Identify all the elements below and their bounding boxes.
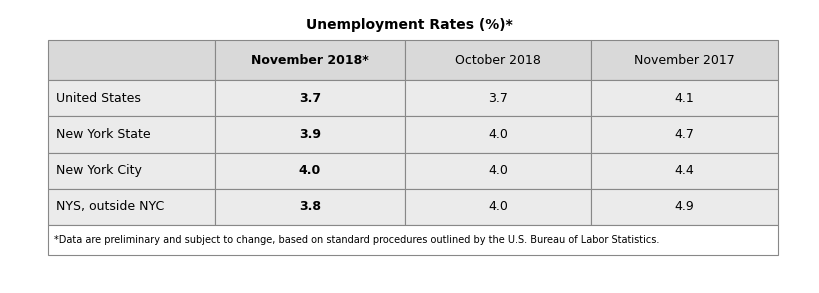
Text: New York City: New York City [56,164,142,177]
Bar [405,189,591,225]
Text: NYS, outside NYC: NYS, outside NYC [56,200,165,213]
Text: November 2018*: November 2018* [251,54,369,67]
Text: 3.8: 3.8 [299,200,321,213]
Text: 3.7: 3.7 [488,92,508,105]
Text: 4.0: 4.0 [488,164,508,177]
Text: New York State: New York State [56,128,151,141]
Text: 4.9: 4.9 [675,200,695,213]
Bar [48,152,215,189]
Bar [591,189,778,225]
Bar [48,189,215,225]
Bar [405,80,591,116]
Bar [215,40,405,80]
Text: United States: United States [56,92,141,105]
Bar [405,152,591,189]
Bar [48,40,215,80]
Text: November 2017: November 2017 [634,54,735,67]
Bar [215,152,405,189]
Text: 4.0: 4.0 [488,200,508,213]
Text: 4.7: 4.7 [675,128,695,141]
Bar [215,80,405,116]
Text: 3.7: 3.7 [299,92,321,105]
Bar [405,40,591,80]
Bar [48,80,215,116]
Bar [591,152,778,189]
Text: 4.0: 4.0 [299,164,321,177]
Bar [591,40,778,80]
Bar [591,80,778,116]
Bar [405,116,591,152]
Bar [215,189,405,225]
Text: 4.0: 4.0 [488,128,508,141]
Bar [48,225,778,255]
Text: *Data are preliminary and subject to change, based on standard procedures outlin: *Data are preliminary and subject to cha… [54,235,659,245]
Bar [215,116,405,152]
Text: October 2018: October 2018 [455,54,541,67]
Bar [48,116,215,152]
Text: 3.9: 3.9 [299,128,321,141]
Text: 4.4: 4.4 [675,164,695,177]
Bar [591,116,778,152]
Text: 4.1: 4.1 [675,92,695,105]
Text: Unemployment Rates (%)*: Unemployment Rates (%)* [306,18,513,32]
